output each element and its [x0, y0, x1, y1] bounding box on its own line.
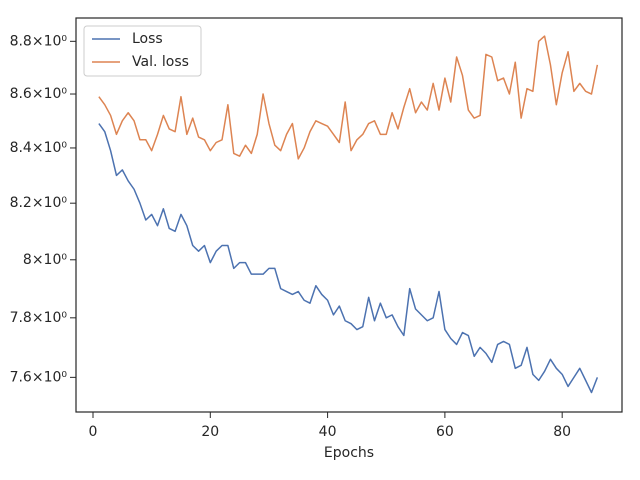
y-tick-label: 8.4×10⁰ — [10, 140, 68, 156]
y-tick-label: 7.8×10⁰ — [10, 310, 68, 326]
x-tick-label: 40 — [319, 424, 337, 440]
y-tick-label: 8.2×10⁰ — [10, 195, 68, 211]
x-tick-label: 60 — [436, 424, 454, 440]
y-tick-label: 8.8×10⁰ — [10, 33, 68, 49]
legend-label: Loss — [132, 31, 163, 47]
x-tick-label: 20 — [201, 424, 219, 440]
x-axis-label: Epochs — [324, 445, 374, 461]
y-tick-label: 8×10⁰ — [23, 252, 67, 268]
x-tick-label: 0 — [89, 424, 98, 440]
y-tick-label: 7.6×10⁰ — [10, 369, 68, 385]
axes-frame — [75, 17, 623, 413]
series-line — [98, 35, 599, 160]
series-line — [98, 123, 599, 394]
legend-label: Val. loss — [132, 54, 189, 70]
legend: Loss Val. loss — [83, 25, 202, 77]
x-tick-label: 80 — [553, 424, 571, 440]
y-tick-label: 8.6×10⁰ — [10, 86, 68, 102]
